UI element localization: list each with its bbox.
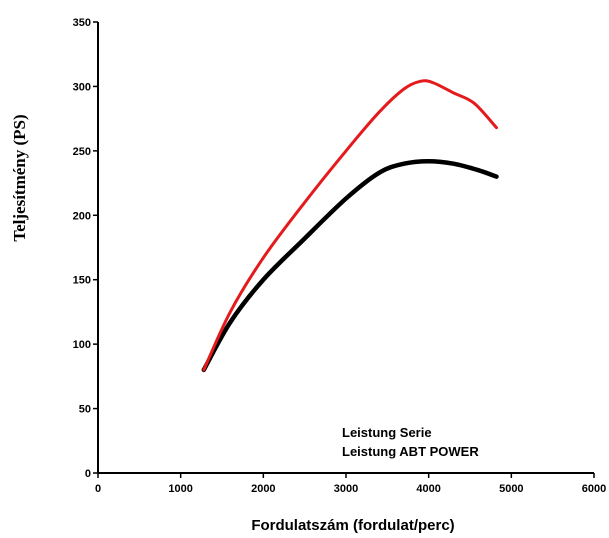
x-tick-label: 2000	[251, 483, 275, 495]
y-tick-label: 100	[73, 339, 91, 351]
series-layer	[201, 79, 499, 373]
y-tick-label: 50	[79, 404, 91, 416]
y-axis-ticks: 0 50 100 150 200 250 300 350	[73, 17, 98, 480]
x-axis-ticks: 0 1000 2000 3000 4000 5000 6000	[95, 473, 606, 495]
y-axis-label: Teljesítmény (PS)	[10, 114, 29, 241]
x-tick-label: 0	[95, 483, 101, 495]
y-tick-label: 350	[73, 17, 91, 29]
legend-entry-serie: Leistung Serie	[342, 425, 432, 440]
y-tick-label: 150	[73, 275, 91, 287]
x-tick-label: 5000	[499, 483, 523, 495]
y-tick-label: 200	[73, 210, 91, 222]
y-tick-label: 250	[73, 146, 91, 158]
x-tick-label: 1000	[168, 483, 192, 495]
x-tick-label: 3000	[334, 483, 358, 495]
x-tick-label: 6000	[582, 483, 606, 495]
series-line-leistung-abt-power	[202, 79, 498, 372]
y-tick-label: 300	[73, 81, 91, 93]
series-line-leistung-serie	[201, 158, 499, 373]
y-tick-label: 0	[85, 468, 91, 480]
x-axis-label: Fordulatszám (fordulat/perc)	[251, 517, 454, 534]
legend-entry-abt-power: Leistung ABT POWER	[342, 444, 479, 459]
x-tick-label: 4000	[416, 483, 440, 495]
